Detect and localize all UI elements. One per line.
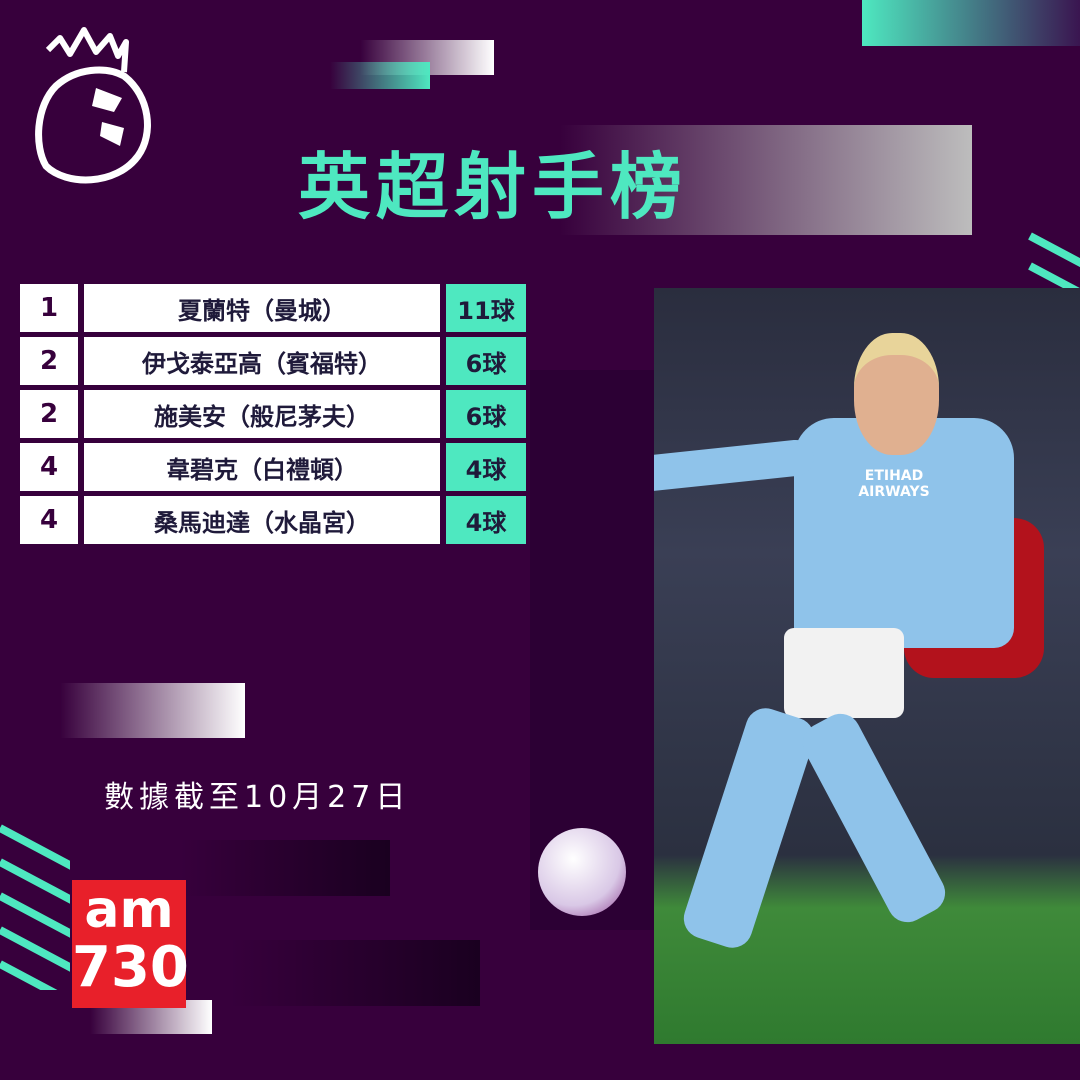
- rank-cell: 1: [20, 284, 78, 332]
- deco-bar: [180, 840, 390, 896]
- rank-cell: 2: [20, 337, 78, 385]
- player-cell: 伊戈泰亞高（賓福特）: [84, 337, 440, 385]
- player-cell: 韋碧克（白禮頓）: [84, 443, 440, 491]
- goals-cell: 6球: [446, 390, 526, 438]
- lion-crown-icon: [26, 26, 156, 186]
- deco-bar: [330, 62, 430, 89]
- player-action-photo: ETIHAD AIRWAYS: [654, 288, 1080, 1044]
- shirt-sponsor: ETIHAD AIRWAYS: [858, 468, 930, 500]
- table-row: 4 韋碧克（白禮頓） 4球: [20, 443, 526, 491]
- stripes-right: [1028, 232, 1080, 303]
- football: [538, 828, 626, 916]
- player-cell: 桑馬迪達（水晶宮）: [84, 496, 440, 544]
- player-shirt: [794, 418, 1014, 648]
- deco-bar: [230, 940, 480, 1006]
- goals-cell: 6球: [446, 337, 526, 385]
- stripes-left: [0, 820, 70, 990]
- am730-logo: am 730: [72, 880, 189, 1008]
- brand-line1: am: [84, 880, 174, 940]
- top-right-accent-bar: [862, 0, 1080, 46]
- player-cell: 施美安（般尼茅夫）: [84, 390, 440, 438]
- brand-line2: 730: [72, 935, 189, 1000]
- page-title: 英超射手榜: [298, 145, 689, 229]
- table-row: 1 夏蘭特（曼城） 11球: [20, 284, 526, 332]
- table-row: 2 施美安（般尼茅夫） 6球: [20, 390, 526, 438]
- table-row: 2 伊戈泰亞高（賓福特） 6球: [20, 337, 526, 385]
- player-leg: [795, 706, 953, 930]
- rank-cell: 4: [20, 496, 78, 544]
- rank-cell: 4: [20, 443, 78, 491]
- goals-cell: 11球: [446, 284, 526, 332]
- player-arm: [654, 438, 816, 494]
- data-date-note: 數據截至10月27日: [104, 780, 411, 815]
- player-cell: 夏蘭特（曼城）: [84, 284, 440, 332]
- player-shorts: [784, 628, 904, 718]
- goals-cell: 4球: [446, 443, 526, 491]
- goals-cell: 4球: [446, 496, 526, 544]
- rank-cell: 2: [20, 390, 78, 438]
- player-head: [854, 333, 939, 455]
- title-bar: [560, 125, 972, 235]
- deco-bar: [60, 683, 245, 738]
- player-leg: [678, 703, 820, 953]
- table-row: 4 桑馬迪達（水晶宮） 4球: [20, 496, 526, 544]
